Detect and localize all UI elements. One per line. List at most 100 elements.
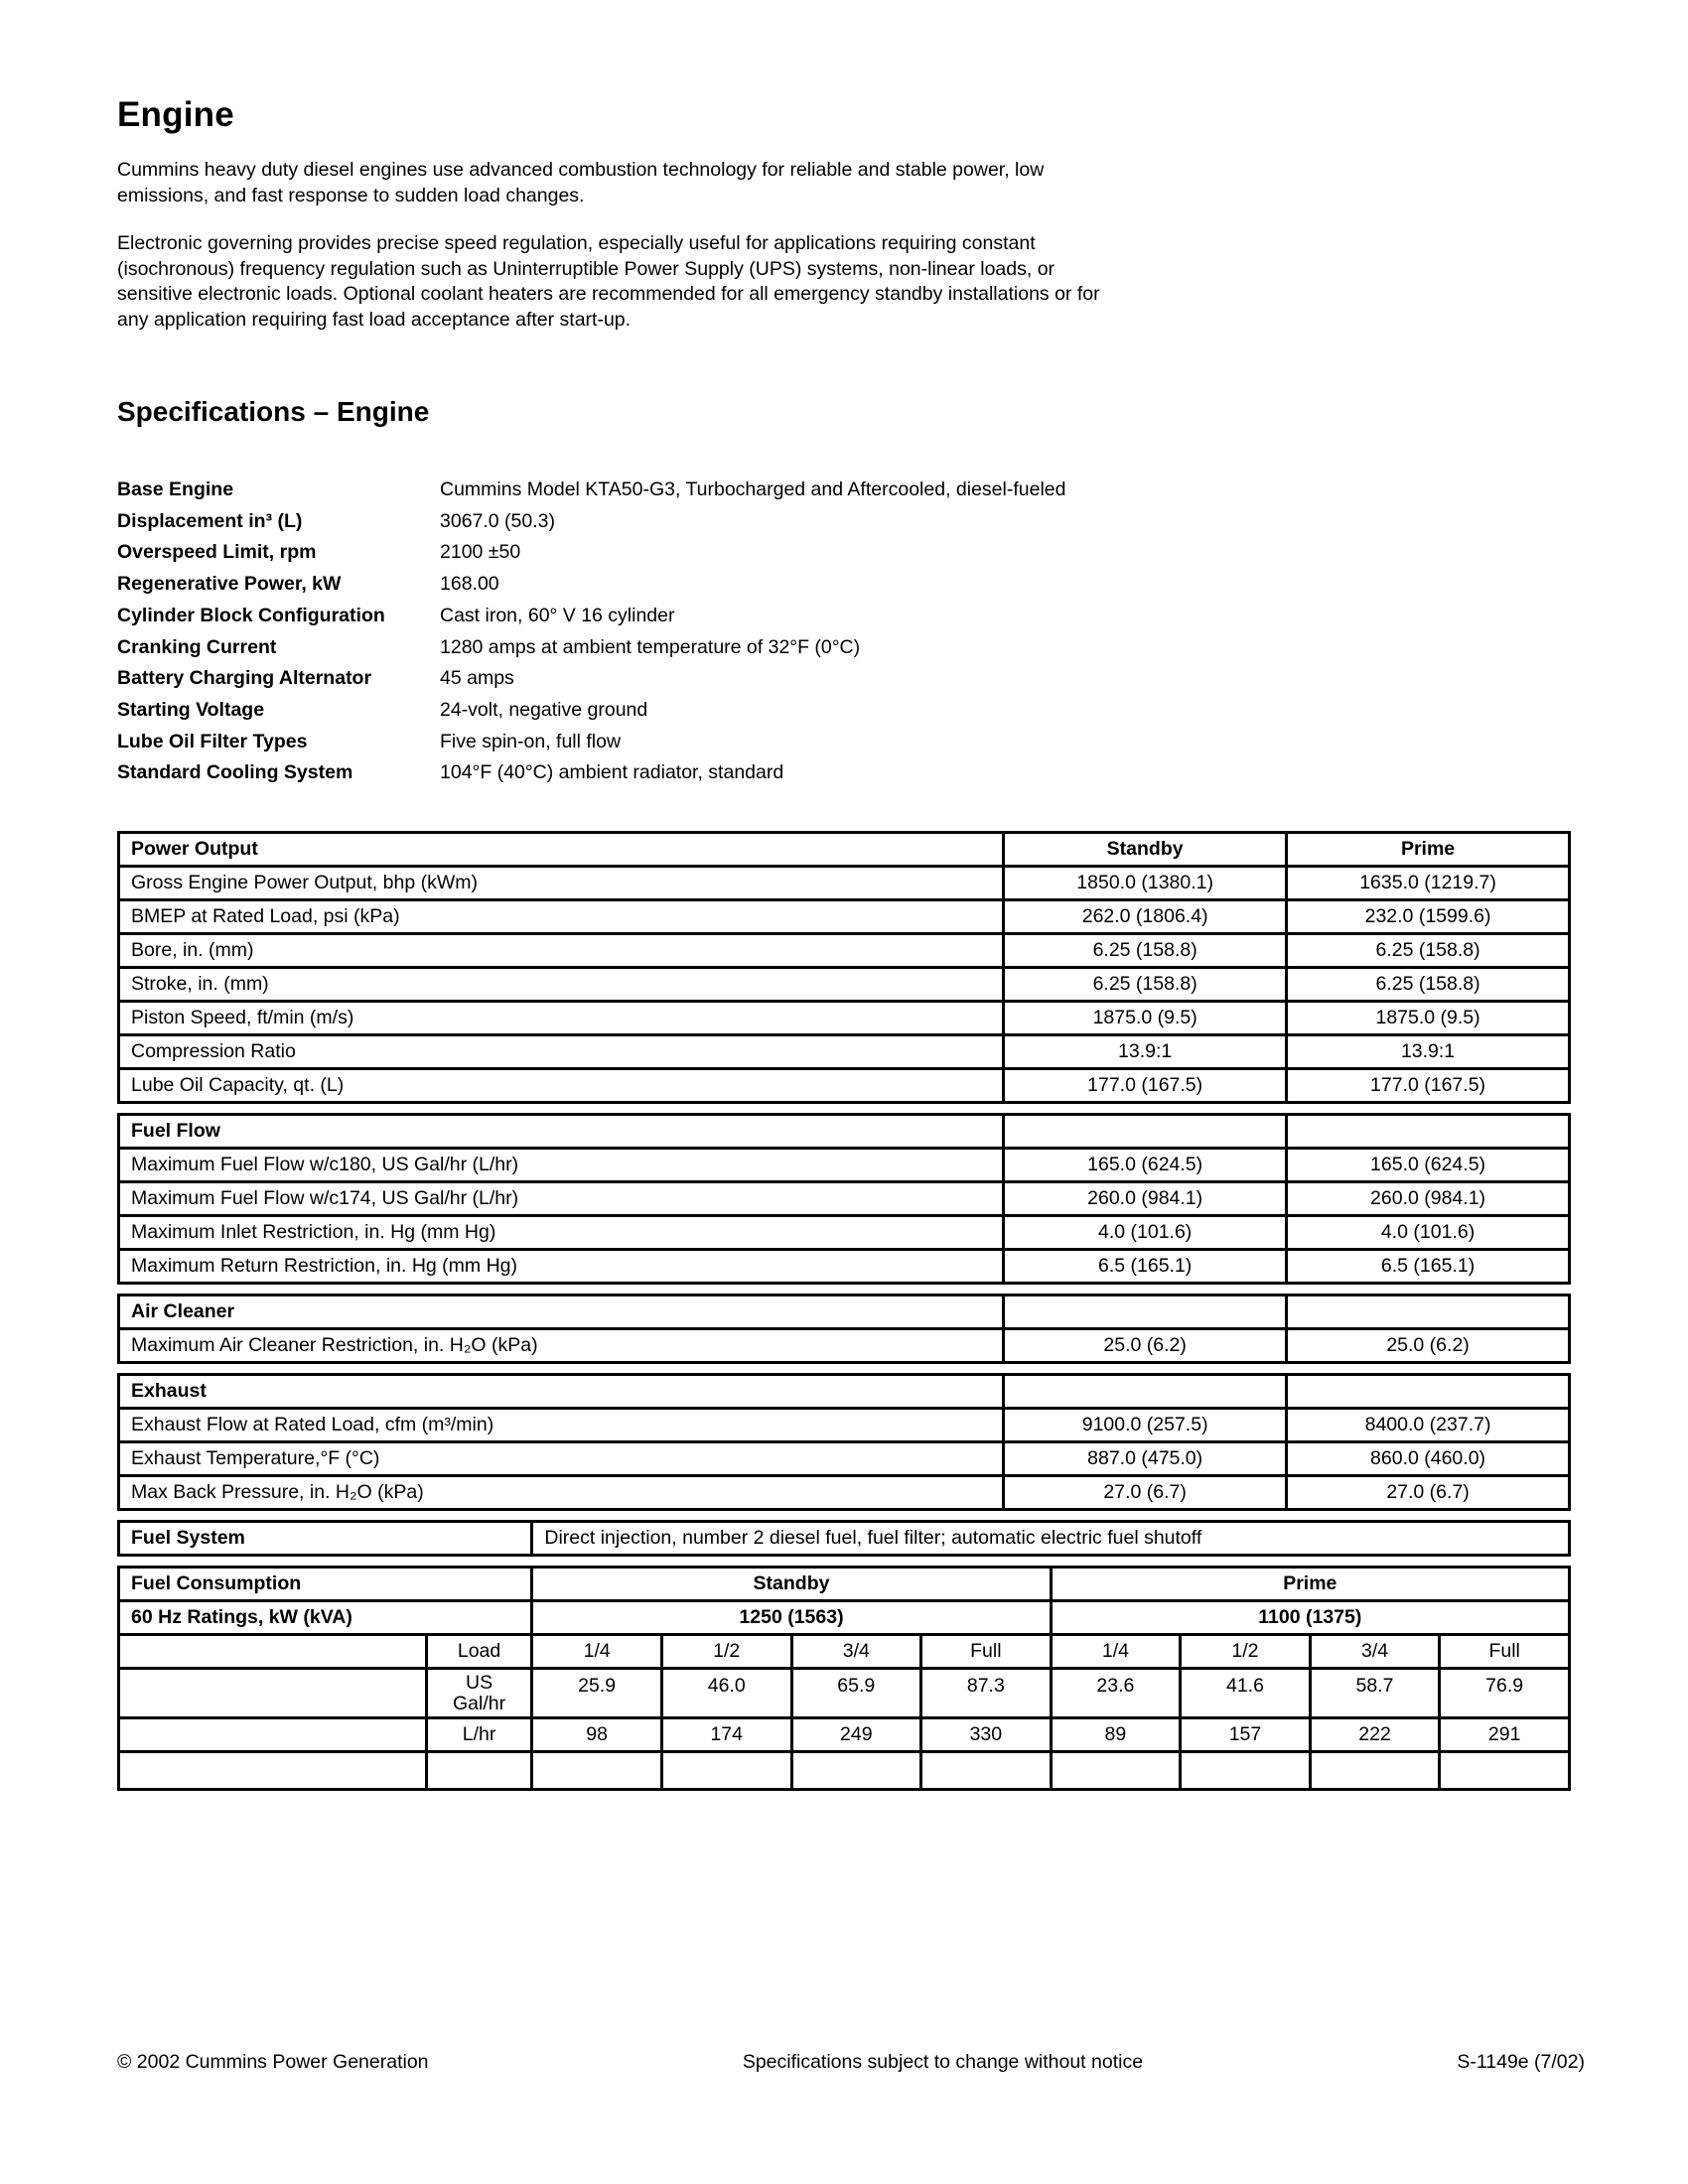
standby-value: 1875.0 (9.5) — [1002, 1000, 1289, 1037]
consumption-value: 157 — [1179, 1716, 1312, 1754]
empty-cell — [1438, 1750, 1571, 1792]
prime-value: 165.0 (624.5) — [1285, 1147, 1571, 1184]
row-label: Stroke, in. (mm) — [116, 966, 1006, 1004]
spec-item-label: Lube Oil Filter Types — [117, 730, 308, 752]
spec-item-value: 168.00 — [440, 573, 499, 596]
spec-item: Regenerative Power, kW 168.00 — [117, 569, 1571, 601]
power-output-table: Power Output Standby Prime Gross Engine … — [116, 831, 1571, 1105]
air-cleaner-table: Air Cleaner Maximum Air Cleaner Restrict… — [116, 1294, 1571, 1365]
intro-paragraph: Electronic governing provides precise sp… — [117, 232, 1100, 331]
prime-value: 6.5 (165.1) — [1285, 1248, 1571, 1286]
spec-item: Battery Charging Alternator 45 amps — [117, 663, 1571, 695]
table-row: Maximum Air Cleaner Restriction, in. H₂O… — [116, 1327, 1571, 1365]
column-header-standby: Standby — [530, 1566, 1053, 1603]
prime-value: 260.0 (984.1) — [1285, 1180, 1571, 1218]
prime-value: 6.25 (158.8) — [1285, 932, 1571, 970]
table-row: Bore, in. (mm) 6.25 (158.8) 6.25 (158.8) — [116, 932, 1571, 970]
spec-item: Cranking Current 1280 amps at ambient tem… — [117, 632, 1571, 664]
prime-value: 1875.0 (9.5) — [1285, 1000, 1571, 1037]
spec-item-value: Cast iron, 60° V 16 cylinder — [440, 604, 675, 626]
spec-item-value: Cummins Model KTA50-G3, Turbocharged and… — [440, 478, 1066, 500]
standby-value: 1850.0 (1380.1) — [1002, 865, 1289, 902]
load-level: 1/2 — [1179, 1633, 1312, 1671]
empty-cell — [1285, 1373, 1571, 1411]
section-title: Fuel Consumption — [116, 1566, 534, 1603]
row-label: BMEP at Rated Load, psi (kPa) — [116, 898, 1006, 936]
prime-value: 27.0 (6.7) — [1285, 1474, 1571, 1512]
intro-paragraph: Cummins heavy duty diesel engines use ad… — [117, 159, 1045, 206]
spec-item-value: 2100 ±50 — [440, 541, 521, 564]
consumption-value: 87.3 — [919, 1667, 1053, 1720]
spec-item-label: Battery Charging Alternator — [117, 667, 372, 690]
standby-value: 177.0 (167.5) — [1002, 1067, 1289, 1105]
empty-cell — [1002, 1113, 1289, 1151]
standby-value: 165.0 (624.5) — [1002, 1147, 1289, 1184]
prime-value: 177.0 (167.5) — [1285, 1067, 1571, 1105]
spec-item: Cylinder Block Configuration Cast iron, 6… — [117, 601, 1571, 632]
consumption-value: 291 — [1438, 1716, 1571, 1754]
prime-value: 232.0 (1599.6) — [1285, 898, 1571, 936]
standby-value: 27.0 (6.7) — [1002, 1474, 1289, 1512]
load-level: 1/2 — [659, 1633, 793, 1671]
spec-item-label: Regenerative Power, kW — [117, 573, 342, 596]
prime-value: 6.25 (158.8) — [1285, 966, 1571, 1004]
consumption-value: 25.9 — [530, 1667, 663, 1720]
table-row: Maximum Inlet Restriction, in. Hg (mm Hg… — [116, 1214, 1571, 1252]
prime-value: 4.0 (101.6) — [1285, 1214, 1571, 1252]
table-row: Power Output Standby Prime — [116, 831, 1571, 869]
table-row: Max Back Pressure, in. H₂O (kPa) 27.0 (6.… — [116, 1474, 1571, 1512]
empty-cell — [530, 1750, 663, 1792]
table-row: BMEP at Rated Load, psi (kPa) 262.0 (1806… — [116, 898, 1571, 936]
fuel-consumption-table: Fuel Consumption Standby Prime 60 Hz Rat… — [116, 1566, 1572, 1792]
prime-value: 8400.0 (237.7) — [1285, 1407, 1571, 1444]
table-row: Exhaust — [116, 1373, 1571, 1411]
consumption-value: 98 — [530, 1716, 663, 1754]
row-label: Gross Engine Power Output, bhp (kWm) — [116, 865, 1006, 902]
spec-item-value: 104°F (40°C) ambient radiator, standard — [440, 761, 784, 784]
table-row — [117, 1750, 1571, 1792]
footer-copyright: © 2002 Cummins Power Generation — [117, 2051, 429, 2073]
column-header-prime: Prime — [1049, 1566, 1572, 1603]
prime-value: 860.0 (460.0) — [1285, 1440, 1571, 1478]
spec-item: Standard Cooling System 104°F (40°C) ambi… — [117, 757, 1571, 789]
spec-item-value: 1280 amps at ambient temperature of 32°F… — [440, 635, 861, 658]
section-title: Exhaust — [116, 1373, 1006, 1411]
standby-value: 4.0 (101.6) — [1002, 1214, 1289, 1252]
load-level: Full — [1438, 1633, 1571, 1671]
footer-notice: Specifications subject to change without… — [742, 2051, 1144, 2073]
standby-value: 25.0 (6.2) — [1002, 1327, 1289, 1365]
empty-cell — [1285, 1294, 1571, 1331]
consumption-value: 174 — [659, 1716, 793, 1754]
row-label: Maximum Return Restriction, in. Hg (mm H… — [116, 1248, 1006, 1286]
fuel-system-value: Direct injection, number 2 diesel fuel, … — [530, 1520, 1571, 1558]
column-header-standby: Standby — [1002, 831, 1289, 869]
load-level: 3/4 — [789, 1633, 923, 1671]
spec-item-value: 24-volt, negative ground — [440, 698, 648, 721]
spec-item-value: 45 amps — [440, 667, 514, 690]
spec-item-label: Displacement in³ (L) — [117, 509, 303, 532]
row-label: Max Back Pressure, in. H₂O (kPa) — [116, 1474, 1006, 1512]
row-label: Maximum Air Cleaner Restriction, in. H₂O… — [116, 1327, 1006, 1365]
load-level: 1/4 — [1049, 1633, 1183, 1671]
row-label: Compression Ratio — [116, 1033, 1006, 1071]
table-row: Maximum Return Restriction, in. Hg (mm H… — [116, 1248, 1571, 1286]
table-row: Stroke, in. (mm) 6.25 (158.8) 6.25 (158.8) — [116, 966, 1571, 1004]
row-label: Maximum Fuel Flow w/c174, US Gal/hr (L/h… — [116, 1180, 1006, 1218]
empty-cell — [1049, 1750, 1183, 1792]
empty-cell — [1285, 1113, 1571, 1151]
load-label: Load — [424, 1633, 534, 1671]
row-label: Lube Oil Capacity, qt. (L) — [116, 1067, 1006, 1105]
consumption-value: 89 — [1049, 1716, 1183, 1754]
table-row: L/hr 98 174 249 330 89 157 222 291 — [117, 1716, 1571, 1754]
consumption-value: 76.9 — [1438, 1667, 1571, 1720]
footer-doc-number: S-1149e (7/02) — [1457, 2051, 1585, 2073]
table-row: Air Cleaner — [116, 1294, 1571, 1331]
prime-value: 1635.0 (1219.7) — [1285, 865, 1571, 902]
unit-label: L/hr — [424, 1716, 534, 1754]
empty-cell — [117, 1716, 428, 1754]
table-row: Gross Engine Power Output, bhp (kWm) 1850… — [116, 865, 1571, 902]
table-row: Fuel Flow — [116, 1113, 1571, 1151]
consumption-value: 23.6 — [1049, 1667, 1183, 1720]
exhaust-table: Exhaust Exhaust Flow at Rated Load, cfm … — [116, 1373, 1571, 1512]
load-level: Full — [919, 1633, 1053, 1671]
